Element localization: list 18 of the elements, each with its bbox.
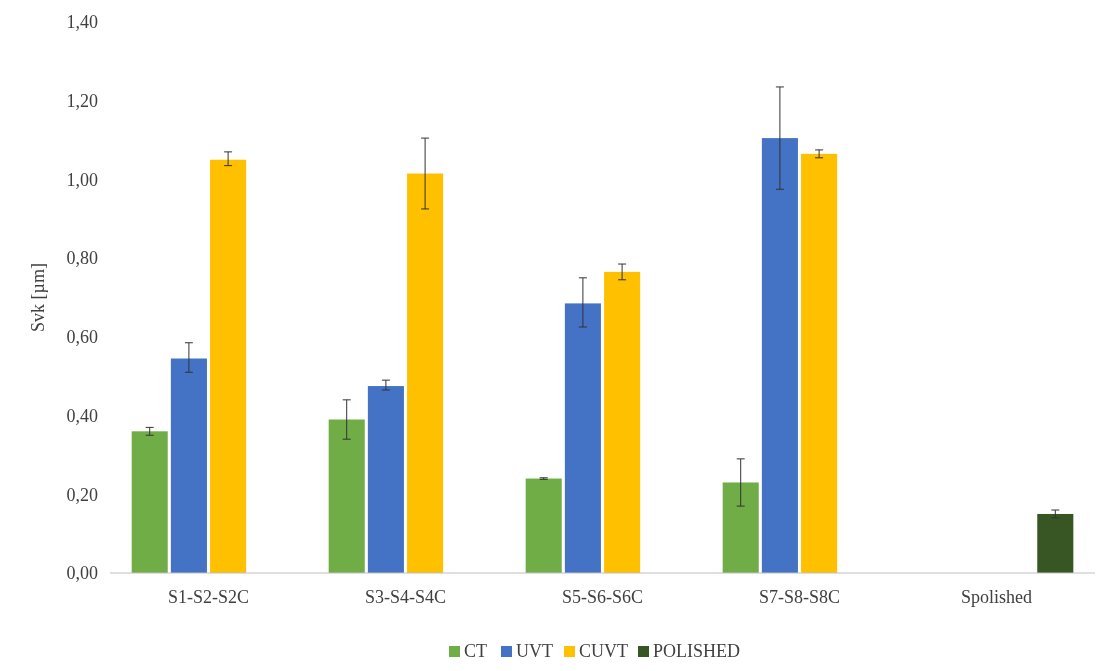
- y-tick-label: 0,40: [66, 405, 98, 426]
- legend-label: UVT: [516, 641, 553, 661]
- x-tick-label: S7-S8-S8C: [758, 587, 841, 607]
- y-axis-title: Svk [µm]: [28, 263, 48, 332]
- x-tick-label: S3-S4-S4C: [364, 587, 447, 607]
- legend-label: CUVT: [579, 641, 628, 661]
- y-tick-label: 0,00: [66, 563, 98, 584]
- x-tick-label: S5-S6-S6C: [561, 587, 644, 607]
- y-tick-label: 0,80: [66, 248, 98, 269]
- x-tick-label: S1-S2-S2C: [167, 587, 250, 607]
- legend-label: CT: [464, 641, 488, 661]
- y-tick-label: 1,40: [66, 12, 98, 33]
- y-tick-label: 0,60: [66, 327, 98, 348]
- y-tick-label: 1,20: [66, 91, 98, 112]
- y-tick-label: 1,00: [66, 169, 98, 190]
- x-tick-label: Spolished: [960, 587, 1033, 607]
- legend-label: POLISHED: [653, 641, 741, 661]
- y-tick-label: 0,20: [66, 484, 98, 505]
